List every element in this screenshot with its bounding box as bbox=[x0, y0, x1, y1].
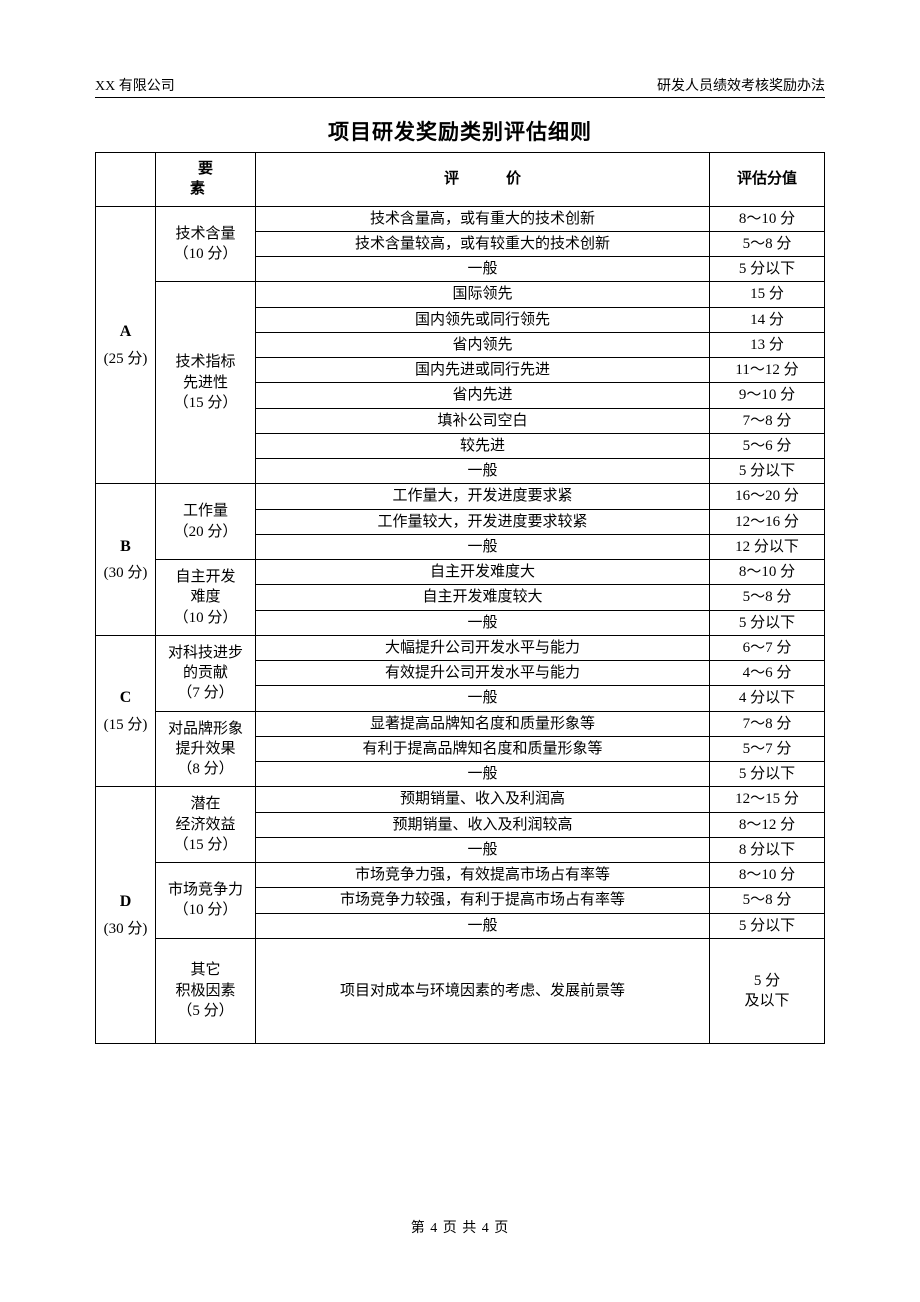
score-cell: 5 分以下 bbox=[710, 257, 825, 282]
document-page: XX 有限公司 研发人员绩效考核奖励办法 项目研发奖励类别评估细则 要 素 评 … bbox=[0, 0, 920, 1302]
score-cell: 8～10 分 bbox=[710, 863, 825, 888]
eval-cell: 较先进 bbox=[256, 433, 710, 458]
eval-cell: 有效提升公司开发水平与能力 bbox=[256, 661, 710, 686]
score-cell: 5～8 分 bbox=[710, 888, 825, 913]
score-cell: 6～7 分 bbox=[710, 635, 825, 660]
table-row: B(30 分)工作量（20 分）工作量大，开发进度要求紧16～20 分 bbox=[96, 484, 825, 509]
table-row: 自主开发难度（10 分）自主开发难度大8～10 分 bbox=[96, 560, 825, 585]
eval-cell: 项目对成本与环境因素的考虑、发展前景等 bbox=[256, 938, 710, 1043]
eval-cell: 显著提高品牌知名度和质量形象等 bbox=[256, 711, 710, 736]
eval-cell: 国内先进或同行先进 bbox=[256, 358, 710, 383]
score-cell: 16～20 分 bbox=[710, 484, 825, 509]
table-row: C(15 分)对科技进步的贡献（7 分）大幅提升公司开发水平与能力6～7 分 bbox=[96, 635, 825, 660]
factor-cell: 其它积极因素（5 分） bbox=[156, 938, 256, 1043]
eval-cell: 省内领先 bbox=[256, 332, 710, 357]
eval-cell: 省内先进 bbox=[256, 383, 710, 408]
eval-cell: 一般 bbox=[256, 837, 710, 862]
table-row: D(30 分)潜在经济效益（15 分）预期销量、收入及利润高12～15 分 bbox=[96, 787, 825, 812]
score-cell: 13 分 bbox=[710, 332, 825, 357]
eval-cell: 一般 bbox=[256, 257, 710, 282]
factor-cell: 技术指标先进性（15 分） bbox=[156, 282, 256, 484]
col-score: 评估分值 bbox=[710, 153, 825, 207]
score-cell: 8～10 分 bbox=[710, 560, 825, 585]
eval-cell: 工作量大，开发进度要求紧 bbox=[256, 484, 710, 509]
score-cell: 5 分及以下 bbox=[710, 938, 825, 1043]
table-row: 市场竞争力（10 分）市场竞争力强，有效提高市场占有率等8～10 分 bbox=[96, 863, 825, 888]
score-cell: 7～8 分 bbox=[710, 711, 825, 736]
factor-cell: 自主开发难度（10 分） bbox=[156, 560, 256, 636]
score-cell: 5～6 分 bbox=[710, 433, 825, 458]
eval-cell: 预期销量、收入及利润高 bbox=[256, 787, 710, 812]
score-cell: 5 分以下 bbox=[710, 762, 825, 787]
score-cell: 15 分 bbox=[710, 282, 825, 307]
eval-cell: 大幅提升公司开发水平与能力 bbox=[256, 635, 710, 660]
score-cell: 5 分以下 bbox=[710, 913, 825, 938]
page-footer: 第 4 页 共 4 页 bbox=[0, 1217, 920, 1237]
table-row: 其它积极因素（5 分）项目对成本与环境因素的考虑、发展前景等5 分及以下 bbox=[96, 938, 825, 1043]
score-cell: 7～8 分 bbox=[710, 408, 825, 433]
eval-cell: 有利于提高品牌知名度和质量形象等 bbox=[256, 736, 710, 761]
eval-cell: 一般 bbox=[256, 459, 710, 484]
category-cell: D(30 分) bbox=[96, 787, 156, 1044]
eval-cell: 一般 bbox=[256, 610, 710, 635]
eval-cell: 自主开发难度大 bbox=[256, 560, 710, 585]
table-row: 技术指标先进性（15 分）国际领先15 分 bbox=[96, 282, 825, 307]
category-cell: B(30 分) bbox=[96, 484, 156, 636]
eval-cell: 市场竞争力较强，有利于提高市场占有率等 bbox=[256, 888, 710, 913]
col-eval: 评 价 bbox=[256, 153, 710, 207]
score-cell: 5～8 分 bbox=[710, 231, 825, 256]
eval-cell: 填补公司空白 bbox=[256, 408, 710, 433]
factor-cell: 对科技进步的贡献（7 分） bbox=[156, 635, 256, 711]
score-cell: 14 分 bbox=[710, 307, 825, 332]
header-left: XX 有限公司 bbox=[95, 75, 175, 95]
score-cell: 5～8 分 bbox=[710, 585, 825, 610]
eval-cell: 一般 bbox=[256, 534, 710, 559]
eval-cell: 工作量较大，开发进度要求较紧 bbox=[256, 509, 710, 534]
eval-cell: 技术含量较高，或有较重大的技术创新 bbox=[256, 231, 710, 256]
col-cat bbox=[96, 153, 156, 207]
score-cell: 4 分以下 bbox=[710, 686, 825, 711]
eval-cell: 市场竞争力强，有效提高市场占有率等 bbox=[256, 863, 710, 888]
col-factor: 要 素 bbox=[156, 153, 256, 207]
evaluation-table: 要 素 评 价 评估分值 A(25 分)技术含量（10 分）技术含量高，或有重大… bbox=[95, 152, 825, 1044]
score-cell: 8 分以下 bbox=[710, 837, 825, 862]
score-cell: 12～15 分 bbox=[710, 787, 825, 812]
score-cell: 8～12 分 bbox=[710, 812, 825, 837]
score-cell: 12～16 分 bbox=[710, 509, 825, 534]
eval-cell: 一般 bbox=[256, 762, 710, 787]
score-cell: 5～7 分 bbox=[710, 736, 825, 761]
factor-cell: 市场竞争力（10 分） bbox=[156, 863, 256, 939]
score-cell: 5 分以下 bbox=[710, 459, 825, 484]
score-cell: 12 分以下 bbox=[710, 534, 825, 559]
factor-cell: 工作量（20 分） bbox=[156, 484, 256, 560]
eval-cell: 国内领先或同行领先 bbox=[256, 307, 710, 332]
eval-cell: 自主开发难度较大 bbox=[256, 585, 710, 610]
header-right: 研发人员绩效考核奖励办法 bbox=[657, 75, 825, 95]
eval-cell: 预期销量、收入及利润较高 bbox=[256, 812, 710, 837]
score-cell: 8～10 分 bbox=[710, 206, 825, 231]
score-cell: 9～10 分 bbox=[710, 383, 825, 408]
factor-cell: 技术含量（10 分） bbox=[156, 206, 256, 282]
page-header: XX 有限公司 研发人员绩效考核奖励办法 bbox=[95, 75, 825, 98]
eval-cell: 一般 bbox=[256, 913, 710, 938]
score-cell: 11～12 分 bbox=[710, 358, 825, 383]
eval-cell: 一般 bbox=[256, 686, 710, 711]
factor-cell: 对品牌形象提升效果（8 分） bbox=[156, 711, 256, 787]
category-cell: A(25 分) bbox=[96, 206, 156, 484]
table-row: A(25 分)技术含量（10 分）技术含量高，或有重大的技术创新8～10 分 bbox=[96, 206, 825, 231]
factor-cell: 潜在经济效益（15 分） bbox=[156, 787, 256, 863]
table-row: 对品牌形象提升效果（8 分）显著提高品牌知名度和质量形象等7～8 分 bbox=[96, 711, 825, 736]
eval-cell: 技术含量高，或有重大的技术创新 bbox=[256, 206, 710, 231]
score-cell: 4～6 分 bbox=[710, 661, 825, 686]
page-title: 项目研发奖励类别评估细则 bbox=[95, 116, 825, 146]
table-header-row: 要 素 评 价 评估分值 bbox=[96, 153, 825, 207]
score-cell: 5 分以下 bbox=[710, 610, 825, 635]
eval-cell: 国际领先 bbox=[256, 282, 710, 307]
category-cell: C(15 分) bbox=[96, 635, 156, 787]
